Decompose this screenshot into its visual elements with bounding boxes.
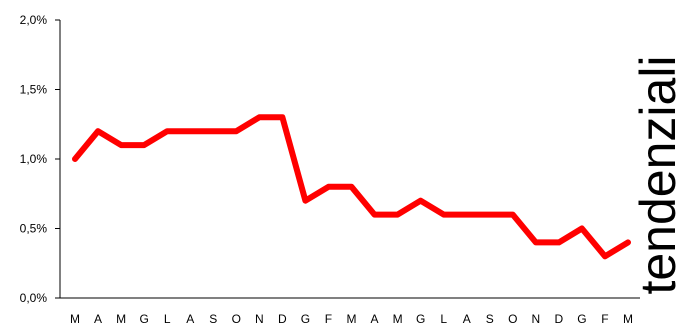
x-tick-label: M xyxy=(347,312,357,326)
data-point xyxy=(327,185,330,188)
data-point xyxy=(373,213,376,216)
x-tick-label: G xyxy=(577,312,586,326)
x-tick-label: L xyxy=(164,312,171,326)
x-tick-label: G xyxy=(416,312,425,326)
data-point xyxy=(143,144,146,147)
x-tick-label: O xyxy=(232,312,241,326)
x-tick-label: A xyxy=(463,312,471,326)
x-tick-label: M xyxy=(623,312,633,326)
data-point xyxy=(488,213,491,216)
data-point xyxy=(120,144,123,147)
data-point xyxy=(603,255,606,258)
data-point xyxy=(258,116,261,119)
x-tick-label: M xyxy=(116,312,126,326)
data-point xyxy=(442,213,445,216)
data-point xyxy=(281,116,284,119)
data-point xyxy=(580,227,583,230)
x-tick-label: S xyxy=(486,312,494,326)
data-point xyxy=(304,199,307,202)
x-tick-label: F xyxy=(325,312,332,326)
y-axis: 0,0% 0,5% 1,0% 1,5% 2,0% xyxy=(20,13,61,305)
x-tick-label: M xyxy=(70,312,80,326)
x-tick-label: G xyxy=(301,312,310,326)
data-point xyxy=(212,130,215,133)
x-tick-label: D xyxy=(278,312,287,326)
data-point xyxy=(97,130,100,133)
data-point xyxy=(350,185,353,188)
x-tick-label: F xyxy=(601,312,608,326)
data-point xyxy=(396,213,399,216)
data-point xyxy=(557,241,560,244)
x-tick-label: L xyxy=(440,312,447,326)
data-point xyxy=(627,241,629,244)
y-tick-label: 0,0% xyxy=(20,291,48,305)
x-tick-label: N xyxy=(531,312,540,326)
side-label: tendenziali xyxy=(630,55,686,294)
x-tick-label: A xyxy=(94,312,102,326)
x-tick-label: N xyxy=(255,312,264,326)
data-point xyxy=(511,213,514,216)
data-point xyxy=(534,241,537,244)
series-layer xyxy=(72,114,631,260)
data-point xyxy=(465,213,468,216)
x-tick-label: A xyxy=(186,312,194,326)
data-point xyxy=(74,158,76,160)
data-point xyxy=(189,130,192,133)
x-tick-label: D xyxy=(555,312,564,326)
y-tick-label: 0,5% xyxy=(20,222,48,236)
x-tick-label: O xyxy=(508,312,517,326)
y-tick-label: 1,0% xyxy=(20,152,48,166)
y-tick-label: 2,0% xyxy=(20,13,48,27)
x-tick-label: M xyxy=(393,312,403,326)
data-point xyxy=(419,199,422,202)
x-tick-label: S xyxy=(209,312,217,326)
data-point xyxy=(235,130,238,133)
y-tick-label: 1,5% xyxy=(20,83,48,97)
data-point xyxy=(166,130,169,133)
x-tick-label: A xyxy=(371,312,379,326)
x-tick-label: G xyxy=(139,312,148,326)
